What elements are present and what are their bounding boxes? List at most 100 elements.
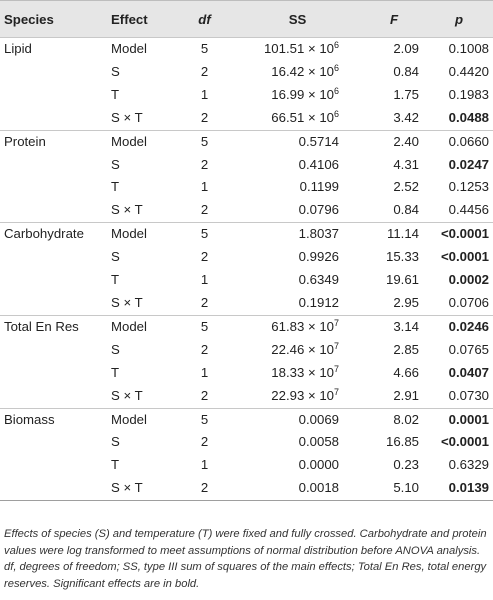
cell-species	[0, 269, 111, 292]
ss-mantissa: 0.5714	[298, 133, 339, 149]
cell-p: 0.0002	[448, 272, 489, 288]
table-caption: Effects of species (S) and temperature (…	[4, 528, 487, 590]
cell-effect: Model	[111, 222, 177, 247]
cell-p: 0.4456	[448, 202, 489, 218]
cell-f: 15.33	[385, 249, 419, 265]
cell-effect: S	[111, 434, 120, 450]
cell-p: <0.0001	[440, 249, 489, 265]
cell-p: 0.4420	[448, 63, 489, 79]
cell-effect: Model	[111, 129, 177, 154]
ss-exponent: 7	[334, 317, 339, 328]
ss-mantissa: 0.4106	[298, 156, 339, 172]
table-header-row: Species Effect df SS F p	[0, 0, 493, 38]
cell-p: 0.0001	[425, 407, 493, 432]
cell-p: <0.0001	[440, 434, 489, 450]
cell-df: 2	[200, 63, 209, 79]
cell-effect: S	[111, 249, 120, 265]
table-row: S × T 2 22.93 × 107 2.91 0.0730	[0, 385, 493, 408]
cell-df: 1	[200, 179, 209, 195]
ss-mantissa: 22.46 × 10	[271, 341, 334, 357]
cell-df: 2	[200, 294, 209, 310]
cell-f: 11.14	[363, 222, 425, 247]
cell-effect: Model	[111, 407, 177, 432]
cell-species: Carbohydrate	[0, 222, 111, 247]
cell-ss: 18.33 × 107	[232, 362, 363, 385]
cell-df: 1	[200, 457, 209, 473]
cell-f: 0.84	[393, 63, 419, 79]
cell-species	[0, 199, 111, 222]
table-row: S × T 2 66.51 × 106 3.42 0.0488	[0, 107, 493, 130]
cell-ss: 0.0018	[232, 477, 363, 502]
cell-df: 2	[177, 477, 232, 502]
cell-p: 0.0139	[425, 477, 493, 502]
table-row: T 1 0.0000 0.23 0.6329	[0, 454, 493, 477]
table-row: T 1 0.1199 2.52 0.1253	[0, 176, 493, 199]
cell-f: 8.02	[363, 407, 425, 432]
table-row: S × T 2 0.1912 2.95 0.0706	[0, 292, 493, 315]
ss-mantissa: 101.51 × 10	[263, 41, 334, 56]
cell-df: 2	[200, 387, 209, 403]
cell-ss: 61.83 × 107	[232, 314, 363, 339]
ss-mantissa: 66.51 × 10	[271, 109, 334, 125]
cell-p: 0.0247	[448, 156, 489, 172]
header-f: F	[389, 11, 399, 27]
cell-df: 5	[177, 129, 232, 154]
table-row: Lipid Model 5 101.51 × 106 2.09 0.1008	[0, 36, 493, 61]
table-row: Total En Res Model 5 61.83 × 107 3.14 0.0246	[0, 314, 493, 339]
cell-p: 0.0246	[425, 314, 493, 339]
cell-species	[0, 246, 111, 269]
cell-p: 0.1253	[448, 179, 489, 195]
cell-ss: 16.99 × 106	[232, 84, 363, 107]
table-row: T 1 18.33 × 107 4.66 0.0407	[0, 362, 493, 385]
cell-effect: S	[111, 63, 120, 79]
cell-df: 5	[177, 314, 232, 339]
table-row: S 2 0.9926 15.33 <0.0001	[0, 246, 493, 269]
table-row: S 2 22.46 × 107 2.85 0.0765	[0, 339, 493, 362]
ss-mantissa: 0.0018	[298, 480, 339, 496]
ss-mantissa: 0.0000	[298, 457, 339, 473]
cell-effect: T	[111, 364, 120, 380]
cell-ss: 0.0000	[232, 454, 363, 477]
cell-p: 0.0660	[425, 129, 493, 154]
cell-p: 0.0765	[448, 341, 489, 357]
cell-f: 2.95	[393, 294, 419, 310]
cell-p: <0.0001	[425, 222, 493, 247]
ss-mantissa: 22.93 × 10	[271, 387, 334, 403]
cell-df: 5	[177, 407, 232, 432]
cell-p: 0.0407	[448, 364, 489, 380]
cell-ss: 101.51 × 106	[232, 36, 363, 61]
ss-exponent: 6	[334, 108, 339, 119]
cell-effect: T	[111, 86, 120, 102]
cell-ss: 66.51 × 106	[232, 107, 363, 130]
ss-exponent: 7	[334, 386, 339, 397]
cell-df: 2	[200, 202, 209, 218]
header-effect: Effect	[111, 11, 148, 27]
cell-ss: 0.4106	[232, 154, 363, 177]
ss-exponent: 6	[334, 40, 339, 51]
header-df: df	[198, 11, 211, 27]
cell-f: 19.61	[385, 272, 419, 288]
cell-ss: 0.0058	[232, 431, 363, 454]
cell-ss: 0.0069	[232, 407, 363, 432]
cell-df: 1	[200, 364, 209, 380]
cell-species	[0, 84, 111, 107]
cell-effect: S × T	[111, 109, 143, 125]
ss-mantissa: 0.1199	[299, 179, 339, 195]
cell-ss: 0.6349	[232, 269, 363, 292]
ss-mantissa: 0.9926	[298, 249, 339, 265]
cell-ss: 22.46 × 107	[232, 339, 363, 362]
cell-f: 2.40	[363, 129, 425, 154]
cell-ss: 0.1912	[232, 292, 363, 315]
ss-exponent: 7	[334, 363, 339, 374]
cell-df: 2	[200, 249, 209, 265]
cell-species	[0, 431, 111, 454]
cell-ss: 0.1199	[232, 176, 363, 199]
cell-p: 0.1983	[448, 86, 489, 102]
cell-df: 1	[200, 86, 209, 102]
cell-ss: 0.9926	[232, 246, 363, 269]
cell-p: 0.6329	[448, 457, 489, 473]
ss-mantissa: 0.0796	[298, 202, 339, 218]
cell-effect: S × T	[111, 202, 143, 218]
cell-f: 0.84	[393, 202, 419, 218]
